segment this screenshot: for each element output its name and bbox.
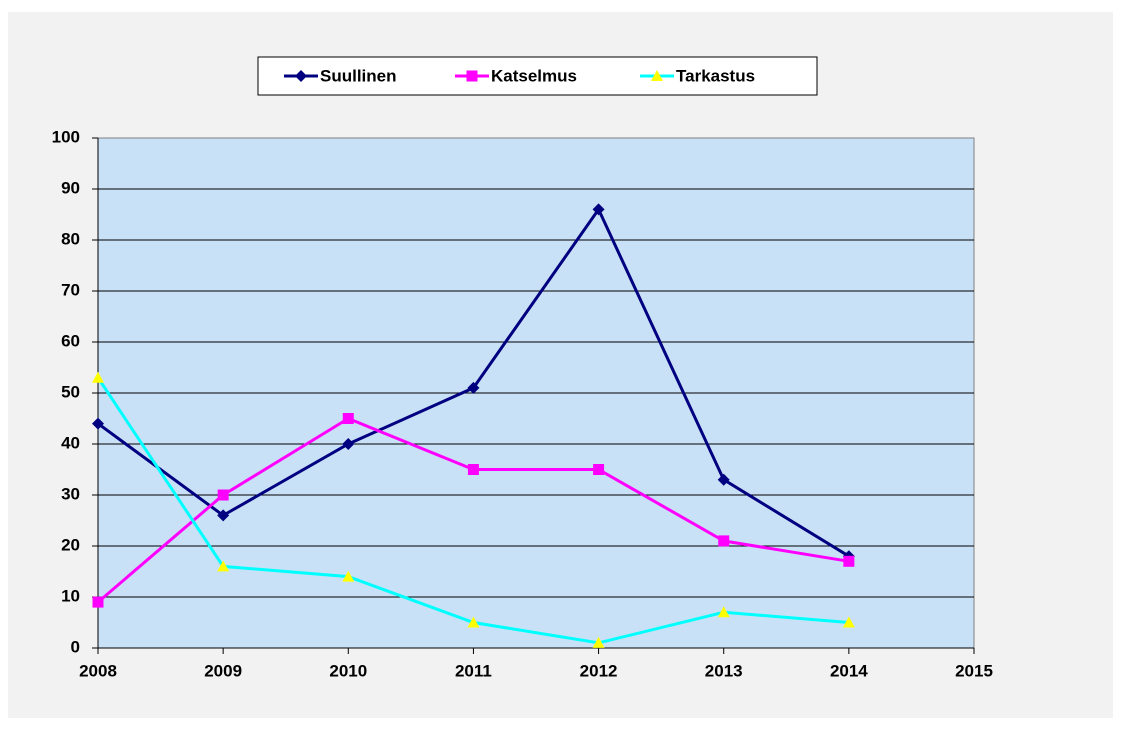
x-tick-label: 2014 (830, 661, 868, 680)
x-tick-label: 2011 (455, 661, 492, 680)
x-tick-label: 2012 (580, 661, 618, 680)
data-point (92, 371, 104, 383)
legend-label: Suullinen (320, 66, 397, 85)
data-point (92, 596, 104, 608)
data-point (342, 438, 355, 450)
x-tick-label: 2009 (204, 661, 242, 680)
data-point (717, 606, 730, 618)
y-tick-label: 20 (61, 535, 80, 554)
y-tick-label: 0 (71, 637, 80, 656)
legend (257, 56, 818, 96)
data-point (217, 509, 230, 522)
y-tick-label: 30 (61, 484, 80, 503)
data-point (342, 570, 355, 582)
y-tick-label: 60 (61, 331, 80, 350)
y-tick-label: 70 (61, 280, 80, 299)
data-point (467, 464, 479, 475)
data-point (92, 417, 104, 430)
x-tick-label: 2015 (955, 661, 993, 680)
data-point (843, 555, 855, 567)
data-point (217, 489, 229, 501)
data-point (842, 616, 855, 628)
y-tick-label: 80 (61, 229, 80, 248)
legend-marker (295, 70, 307, 82)
x-tick-label: 2008 (79, 661, 117, 680)
x-tick-label: 2013 (705, 661, 743, 680)
legend-marker (651, 70, 663, 81)
data-point (593, 464, 605, 475)
data-point (467, 616, 480, 628)
data-point (217, 560, 230, 572)
data-point (342, 413, 354, 424)
legend-label: Katselmus (491, 66, 577, 85)
legend-label: Tarkastus (676, 66, 755, 85)
data-point (592, 636, 605, 648)
y-tick-label: 10 (61, 586, 80, 605)
y-tick-label: 100 (52, 127, 80, 146)
y-tick-label: 40 (61, 433, 80, 452)
data-point (718, 535, 730, 547)
y-tick-label: 50 (61, 382, 80, 401)
x-tick-label: 2010 (329, 661, 367, 680)
y-tick-label: 90 (61, 178, 80, 197)
legend-marker (466, 70, 478, 82)
data-point (467, 381, 480, 394)
data-point (592, 203, 605, 216)
data-point (717, 473, 730, 486)
